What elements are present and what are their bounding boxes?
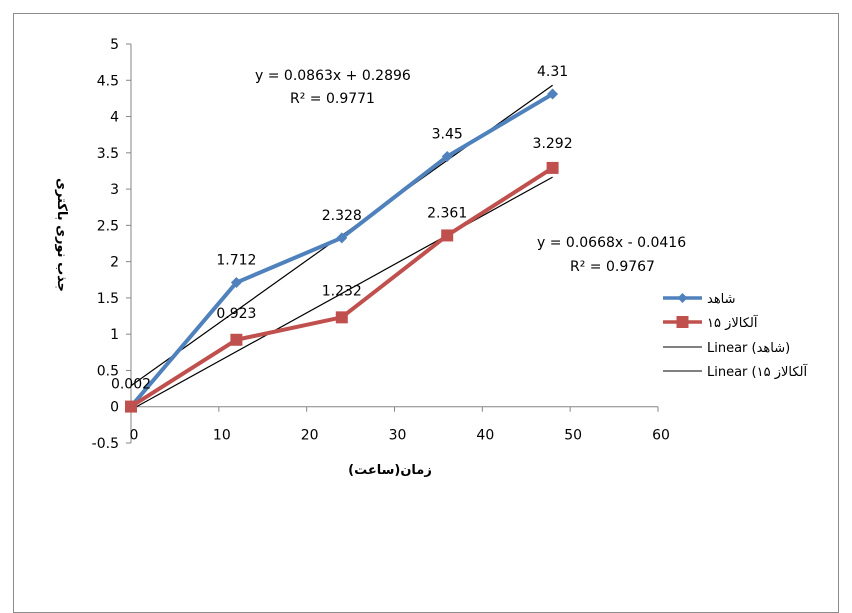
y-tick-label: -0.5 bbox=[92, 436, 119, 452]
data-label: 2.361 bbox=[427, 205, 467, 221]
legend-label: شاهد bbox=[707, 292, 736, 307]
data-label: 0.002 bbox=[111, 377, 151, 393]
legend-label: آلکالاز ۱۵ bbox=[707, 314, 759, 331]
chart-legend: شاهد آلکالاز ۱۵ Linear (شاهد) Linear (آلکال… bbox=[663, 292, 809, 380]
data-point-marker bbox=[335, 311, 348, 324]
data-point-marker bbox=[230, 277, 242, 289]
data-label: 0.923 bbox=[216, 306, 256, 322]
data-point-marker bbox=[125, 400, 137, 413]
data-point-marker bbox=[230, 333, 243, 346]
x-axis-title: زمان(ساعت) bbox=[348, 463, 432, 478]
legend-marker bbox=[676, 316, 689, 328]
chart-axes: -0.500.511.522.533.544.550 10 20 30 40 50 60 bbox=[92, 37, 670, 452]
x-tick-label: 0 bbox=[130, 428, 139, 444]
data-point-marker bbox=[441, 150, 453, 162]
data-label: 2.328 bbox=[322, 208, 362, 224]
y-tick-label: 5 bbox=[110, 37, 119, 53]
trendline-equation-alcalase: y = 0.0668x - 0.0416 bbox=[537, 235, 686, 251]
legend-label: Linear (آلکالاز ۱۵ bbox=[707, 363, 809, 380]
y-tick-label: 2 bbox=[110, 255, 119, 271]
data-point-marker bbox=[441, 229, 454, 242]
data-label: 3.45 bbox=[432, 126, 463, 142]
y-tick-label: 1 bbox=[110, 327, 119, 343]
y-tick-label: 0.5 bbox=[97, 363, 119, 379]
data-label: 3.292 bbox=[533, 136, 573, 152]
data-labels: 0.002 1.712 2.328 3.45 4.31 0.923 1.232 2.361 3.… bbox=[111, 64, 573, 393]
x-tick-label: 10 bbox=[213, 428, 231, 444]
x-tick-label: 20 bbox=[301, 428, 319, 444]
data-point-marker bbox=[336, 232, 348, 244]
y-tick-label: 0 bbox=[110, 400, 119, 416]
series-line bbox=[129, 92, 554, 408]
chart-series bbox=[125, 88, 559, 413]
trendline-r2-alcalase: R² = 0.9767 bbox=[570, 259, 655, 275]
data-label: 4.31 bbox=[537, 64, 568, 80]
y-axis-title: جذب نوری باکتری bbox=[54, 178, 69, 292]
y-tick-label: 4.5 bbox=[97, 73, 119, 89]
y-tick-label: 4 bbox=[110, 110, 119, 126]
trendline bbox=[130, 176, 553, 411]
trendline-equation-control: y = 0.0863x + 0.2896 bbox=[255, 68, 411, 84]
x-tick-label: 50 bbox=[564, 428, 582, 444]
chart-frame bbox=[13, 13, 839, 613]
data-label: 1.232 bbox=[322, 283, 362, 299]
x-tick-label: 60 bbox=[652, 428, 670, 444]
x-tick-label: 30 bbox=[389, 428, 407, 444]
y-tick-label: 1.5 bbox=[97, 291, 119, 307]
legend-label: Linear (شاهد) bbox=[707, 341, 790, 356]
trendline-r2-control: R² = 0.9771 bbox=[290, 91, 375, 107]
x-tick-label: 40 bbox=[476, 428, 494, 444]
y-tick-label: 2.5 bbox=[97, 218, 119, 234]
data-label: 1.712 bbox=[216, 253, 256, 269]
y-tick-label: 3 bbox=[110, 182, 119, 198]
data-point-marker bbox=[546, 161, 559, 174]
trendlines bbox=[130, 84, 553, 411]
legend-marker bbox=[677, 293, 688, 303]
line-chart: -0.500.511.522.533.544.550 10 20 30 40 50 60 0… bbox=[54, 37, 809, 478]
data-point-marker bbox=[547, 88, 559, 100]
y-tick-label: 3.5 bbox=[97, 146, 119, 162]
